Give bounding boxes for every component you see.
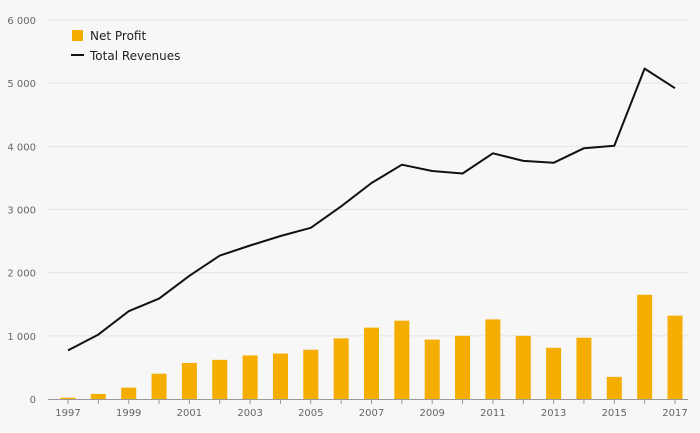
x-tick-label: 2017: [662, 408, 687, 419]
net-profit-bar: [637, 294, 653, 399]
x-tick-label: 2003: [237, 408, 262, 419]
x-tick-label: 2001: [177, 408, 202, 419]
net-profit-bar: [546, 347, 562, 399]
net-profit-bar: [576, 337, 592, 399]
y-tick-label: 3 000: [7, 206, 36, 217]
net-profit-bar: [212, 359, 228, 399]
net-profit-bar: [121, 387, 137, 399]
x-axis: 1997 1999 2001 2003 2005 2007 2009 2011 2013 2015…: [48, 399, 688, 419]
legend-label-net-profit: Net Profit: [90, 29, 146, 43]
net-profit-bar: [242, 355, 258, 399]
net-profit-bar: [181, 362, 197, 399]
x-tick-label: 2011: [480, 408, 505, 419]
x-tick-label: 2005: [298, 408, 323, 419]
total-revenues-line: [67, 67, 676, 352]
net-profit-bar: [333, 338, 349, 399]
x-tick-label: 2007: [359, 408, 384, 419]
net-profit-bar: [424, 339, 440, 399]
net-profit-bar: [364, 327, 379, 399]
x-tick-label: 2009: [419, 408, 444, 419]
net-profit-bar: [515, 335, 531, 399]
x-tick-label: 2013: [541, 408, 566, 419]
y-tick-label: 2 000: [7, 269, 36, 280]
net-profit-bar: [485, 319, 501, 399]
net-profit-bar: [90, 393, 106, 399]
y-tick-label: 5 000: [7, 79, 36, 90]
net-profit-bar: [394, 320, 410, 399]
net-profit-bars: [60, 294, 683, 399]
net-profit-bar: [606, 376, 622, 399]
y-tick-label: 0: [30, 395, 36, 406]
net-profit-bar: [667, 315, 683, 399]
net-profit-bar: [272, 353, 288, 399]
x-tick-label: 1997: [55, 408, 80, 419]
y-tick-label: 4 000: [7, 142, 36, 153]
y-axis-ticks: 0 1 000 2 000 3 000 4 000 5 000 6 000: [7, 16, 36, 406]
y-tick-label: 1 000: [7, 332, 36, 343]
y-tick-label: 6 000: [7, 16, 36, 27]
legend-label-total-revenues: Total Revenues: [89, 49, 180, 63]
net-profit-bar: [455, 335, 471, 399]
net-profit-bar: [303, 349, 319, 399]
net-profit-bar: [60, 397, 76, 399]
legend: Net Profit Total Revenues: [71, 29, 180, 63]
gridlines: [48, 19, 688, 337]
legend-swatch-net-profit: [72, 30, 83, 41]
x-tick-label: 2015: [602, 408, 627, 419]
x-tick-label: 1999: [116, 408, 141, 419]
net-profit-bar: [151, 373, 167, 399]
